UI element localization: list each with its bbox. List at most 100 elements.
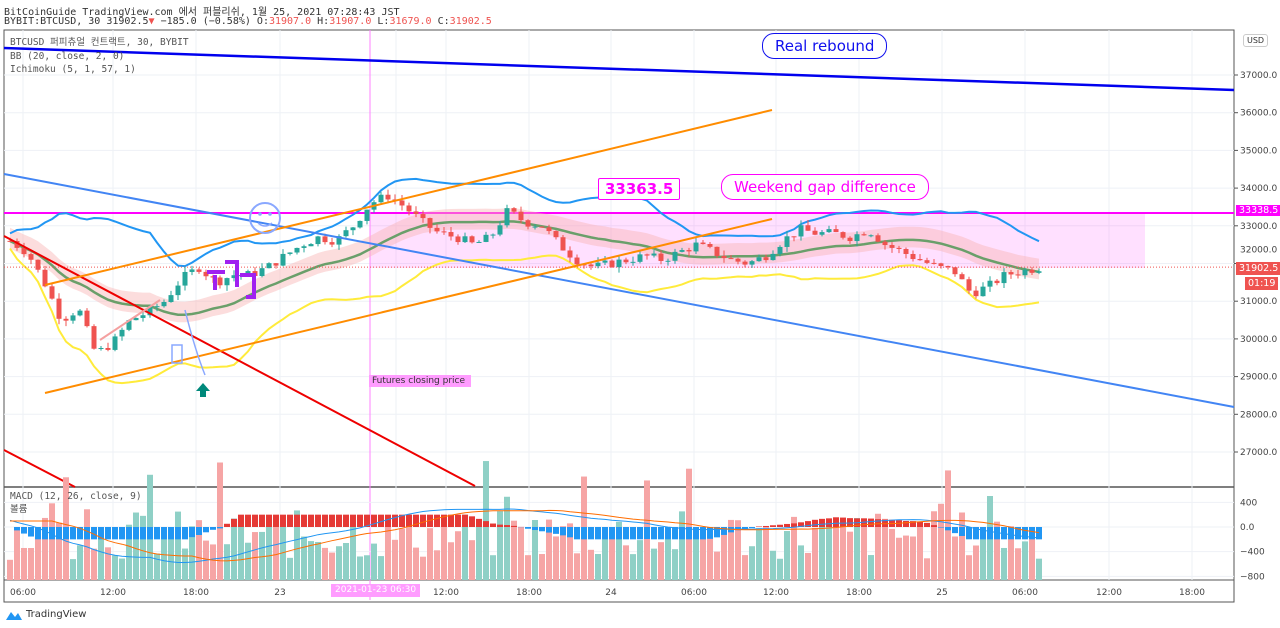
volume-bar	[392, 539, 398, 580]
last-price: 31902.5	[106, 16, 149, 27]
candle	[399, 200, 405, 206]
callout-weekend-gap[interactable]: Weekend gap difference	[721, 174, 929, 200]
legend-ichimoku[interactable]: Ichimoku (5, 1, 57, 1)	[10, 64, 136, 75]
price-tick-label: 37000.0	[1240, 71, 1277, 81]
futures-close-label[interactable]: Futures closing price	[369, 375, 472, 387]
volume-bar	[924, 558, 930, 580]
candle	[259, 268, 265, 277]
macd-histogram-bar	[196, 527, 202, 535]
candle	[987, 280, 993, 287]
macd-histogram-bar	[406, 514, 412, 527]
candle	[833, 229, 839, 233]
macd-histogram-bar	[833, 517, 839, 527]
volume-bar	[371, 543, 377, 580]
macd-histogram-bar	[749, 527, 755, 529]
macd-histogram-bar	[238, 514, 244, 527]
macd-histogram-bar	[350, 514, 356, 527]
candle	[413, 211, 419, 215]
candle	[952, 267, 958, 275]
candle	[854, 234, 860, 242]
macd-histogram-bar	[63, 527, 69, 540]
hand-drawn-marker[interactable]	[207, 260, 256, 299]
candle	[847, 237, 853, 242]
macd-histogram-bar	[497, 524, 503, 527]
macd-histogram-bar	[651, 527, 657, 540]
candle	[973, 290, 979, 297]
time-tick-label: 06:00	[1012, 588, 1038, 598]
macd-histogram-bar	[616, 527, 622, 540]
volume-bar	[497, 511, 503, 580]
candle	[273, 263, 279, 266]
macd-tick-label: 0.0	[1240, 523, 1255, 533]
candle	[574, 257, 580, 265]
candle	[945, 265, 951, 268]
candle	[441, 231, 447, 233]
signal-line	[10, 509, 1040, 562]
price-tick-label: 35000.0	[1240, 146, 1277, 156]
hand-icon	[171, 344, 183, 364]
candle	[910, 253, 916, 260]
volume-bar	[945, 470, 951, 580]
macd-histogram-bar	[504, 525, 510, 527]
currency-button[interactable]: USD	[1243, 34, 1269, 47]
macd-histogram-bar	[840, 517, 846, 527]
macd-histogram-bar	[553, 527, 559, 534]
tradingview-logo[interactable]: TradingView	[6, 609, 86, 620]
volume-bar	[777, 558, 783, 580]
candle	[98, 348, 104, 350]
candle	[672, 251, 678, 261]
volume-bar	[882, 518, 888, 580]
candle	[889, 245, 895, 248]
time-tick-label: 12:00	[433, 588, 459, 598]
candle	[553, 231, 559, 238]
macd-histogram-bar	[476, 518, 482, 527]
volume-bar	[413, 547, 419, 580]
macd-histogram-bar	[693, 527, 699, 540]
volume-bar	[553, 536, 559, 580]
trendline-blue[interactable]	[3, 173, 1235, 408]
volume-bar	[609, 532, 615, 580]
trendline-red-1[interactable]	[3, 235, 476, 487]
volume-bar	[518, 526, 524, 580]
volume-bar	[840, 520, 846, 580]
legend-volume[interactable]: 볼륨	[10, 504, 28, 515]
macd-histogram-bar	[987, 527, 993, 540]
macd-histogram-bar	[763, 525, 769, 527]
candle	[224, 278, 230, 286]
macd-histogram-bar	[714, 527, 720, 538]
macd-histogram-bar	[385, 514, 391, 527]
macd-histogram-bar	[224, 523, 230, 527]
callout-gap-price[interactable]: 33363.5	[598, 178, 681, 200]
candle	[490, 234, 496, 236]
volume-bar	[966, 555, 972, 580]
macd-histogram-bar	[742, 527, 748, 530]
legend-main[interactable]: BTCUSD 퍼피츄얼 컨트랙트, 30, BYBIT	[10, 37, 189, 48]
volume-bar	[1029, 529, 1035, 580]
volume-bar	[539, 554, 545, 580]
channel-lower[interactable]	[44, 218, 773, 394]
macd-histogram-bar	[266, 514, 272, 527]
channel-upper[interactable]	[44, 109, 773, 286]
trendline-dark-blue[interactable]	[3, 46, 1235, 92]
volume-bar	[448, 542, 454, 580]
candle	[819, 232, 825, 235]
legend-macd[interactable]: MACD (12, 26, close, 9)	[10, 491, 142, 502]
candle	[49, 286, 55, 299]
macd-histogram-bar	[56, 527, 62, 540]
macd-histogram-bar	[826, 518, 832, 527]
volume-bar	[252, 532, 258, 580]
smiley-icon[interactable]	[249, 202, 281, 234]
candle	[532, 226, 538, 228]
candle	[938, 263, 944, 266]
legend-bb[interactable]: BB (20, close, 2, 0)	[10, 51, 125, 62]
candle	[308, 244, 314, 247]
macd-line	[9, 508, 1040, 563]
candle	[861, 234, 867, 236]
volume-bar	[1001, 547, 1007, 580]
volume-bar	[651, 548, 657, 580]
callout-real-rebound[interactable]: Real rebound	[762, 33, 888, 59]
time-tick-label: 18:00	[846, 588, 872, 598]
volume-bar	[77, 545, 83, 580]
candle	[770, 253, 776, 261]
